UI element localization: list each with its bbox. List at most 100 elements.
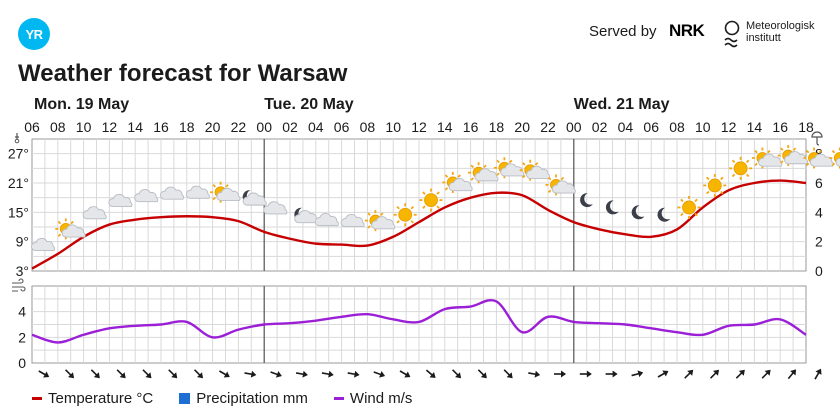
wind-arrow-icon — [787, 369, 797, 380]
hour-label: 00 — [566, 119, 582, 135]
legend-temperature-label: Temperature °C — [48, 390, 154, 407]
wind-arrow-head — [764, 369, 771, 376]
cloud-shape — [809, 153, 834, 167]
legend-wind-swatch — [333, 397, 344, 400]
hour-label: 20 — [205, 119, 221, 135]
sun-ray — [745, 159, 750, 163]
cloudy-icon — [314, 213, 339, 227]
precip-tick-label: 2 — [815, 234, 823, 250]
sun-ray — [720, 176, 724, 181]
wind-arrow-head — [637, 370, 644, 378]
day-label: Mon. 19 May — [34, 96, 129, 113]
sun-ray — [680, 198, 684, 203]
wind-arrow-head — [738, 369, 745, 376]
sun-ray — [767, 149, 771, 154]
wind-arrow-icon — [219, 370, 230, 378]
sunny-icon — [677, 195, 701, 219]
wind-arrow-icon — [142, 369, 152, 379]
partly-sunny-icon — [55, 218, 86, 240]
sun-ray — [57, 233, 62, 237]
hour-label: 00 — [256, 119, 272, 135]
wind-arrow-icon — [90, 369, 100, 379]
wind-arrow-head — [223, 371, 230, 378]
sun-ray — [731, 173, 736, 178]
legend-wind: Wind m/s — [333, 390, 413, 407]
partly-sunny-icon — [364, 210, 396, 232]
sun-ray — [410, 220, 414, 224]
precip-tick-label: 6 — [815, 175, 823, 191]
wind-arrow-icon — [657, 370, 669, 378]
hour-label: 16 — [772, 119, 788, 135]
wind-arrow-icon — [347, 370, 360, 378]
wind-arrow-head — [250, 370, 257, 378]
wind-arrow-icon — [116, 369, 126, 379]
cloud-shape — [61, 224, 86, 238]
hour-label: 04 — [308, 119, 324, 135]
wind-arrow-head — [815, 368, 822, 375]
cloudy-icon — [82, 206, 107, 220]
wind-arrow-head — [534, 370, 541, 378]
wind-arrow-icon — [321, 370, 334, 378]
hour-label: 16 — [153, 119, 169, 135]
cloud-shape — [82, 206, 107, 220]
wind-arrow-icon — [631, 370, 644, 378]
sun-ray — [745, 173, 750, 178]
sun-ray — [470, 177, 474, 181]
sun-ray — [396, 206, 400, 210]
hour-label: 18 — [489, 119, 505, 135]
wind-arrow-icon — [38, 370, 50, 378]
sun-disc — [398, 207, 413, 222]
sun-ray — [560, 176, 565, 181]
wind-arrow-head — [404, 371, 411, 378]
page-title: Weather forecast for Warsaw — [18, 60, 348, 87]
moon-icon — [605, 200, 619, 215]
sun-ray — [496, 172, 500, 176]
temp-tick-label: 3° — [16, 263, 29, 279]
wind-arrow-icon — [295, 370, 308, 378]
wind-arrow-head — [561, 370, 566, 378]
wind-arrow-icon — [814, 368, 822, 380]
wind-arrow-head — [612, 370, 618, 378]
wind-arrow-icon — [709, 369, 720, 379]
cloud-shape — [31, 237, 56, 252]
cloud-shape — [134, 189, 159, 203]
yr-logo[interactable]: YR — [18, 18, 50, 50]
sun-ray — [547, 176, 552, 181]
sun-ray — [706, 190, 710, 195]
wind-arrow-icon — [270, 371, 282, 378]
sun-disc — [424, 193, 438, 208]
wind-arrow-head — [68, 372, 75, 379]
sun-ray — [483, 164, 487, 168]
legend-temperature-swatch — [32, 397, 42, 400]
hour-label: 10 — [385, 119, 401, 135]
wind-arrow-icon — [605, 370, 618, 378]
wind-arrow-icon — [373, 371, 386, 378]
cloud-shape — [371, 216, 396, 230]
sunny-icon — [419, 188, 443, 212]
moon-icon — [580, 193, 593, 208]
legend-wind-label: Wind m/s — [349, 390, 413, 407]
hour-label: 04 — [618, 119, 634, 135]
wind-arrow-icon — [735, 369, 745, 379]
legend-precipitation-label: Precipitation mm — [196, 390, 308, 407]
wind-arrow-head — [506, 372, 513, 379]
legend-precipitation-swatch — [179, 393, 191, 404]
sun-ray — [720, 190, 724, 195]
hour-label: 08 — [360, 119, 376, 135]
hour-label: 18 — [179, 119, 195, 135]
met-institute-label[interactable]: Meteorologisk institutt — [746, 20, 814, 44]
sun-ray — [380, 212, 384, 216]
cloudy-icon — [263, 201, 288, 215]
nrk-logo[interactable]: NRK — [669, 21, 705, 40]
sun-ray — [496, 159, 500, 164]
sun-ray — [522, 174, 526, 179]
wind-tick-label: 4 — [18, 304, 26, 320]
cloud-shape — [474, 168, 499, 182]
cloud-shape — [835, 157, 840, 167]
sun-disc — [682, 200, 696, 215]
cloudy-icon — [340, 214, 365, 228]
sun-ray — [457, 174, 461, 178]
hour-label: 10 — [76, 119, 92, 135]
partly-sunny-icon — [545, 174, 576, 196]
cloudy-icon — [134, 189, 159, 203]
